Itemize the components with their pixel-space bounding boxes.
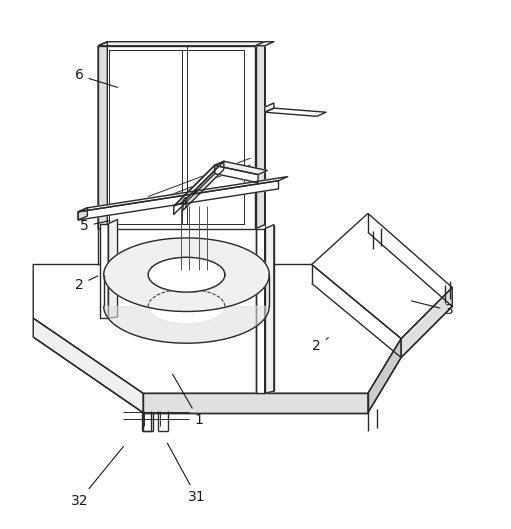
Polygon shape (215, 161, 267, 175)
Text: 32: 32 (71, 446, 124, 508)
Polygon shape (108, 220, 118, 318)
Polygon shape (98, 46, 256, 229)
Polygon shape (256, 42, 274, 46)
Polygon shape (78, 181, 278, 220)
Polygon shape (174, 166, 215, 214)
Polygon shape (148, 257, 225, 292)
Text: 5: 5 (80, 219, 110, 233)
Polygon shape (265, 108, 326, 116)
Polygon shape (100, 224, 108, 318)
Polygon shape (33, 264, 401, 393)
Polygon shape (98, 42, 107, 229)
Polygon shape (78, 208, 87, 220)
Polygon shape (256, 229, 265, 393)
Polygon shape (265, 225, 274, 393)
Polygon shape (104, 238, 269, 312)
Text: 2: 2 (312, 338, 329, 353)
Polygon shape (33, 318, 143, 413)
Polygon shape (312, 213, 452, 339)
Polygon shape (215, 166, 258, 183)
Text: 4: 4 (179, 190, 197, 210)
Polygon shape (256, 42, 265, 229)
Polygon shape (174, 161, 224, 206)
Polygon shape (265, 103, 274, 112)
Text: 6: 6 (75, 68, 118, 87)
Text: 31: 31 (168, 443, 205, 504)
Polygon shape (98, 42, 265, 46)
Polygon shape (368, 339, 401, 413)
Polygon shape (143, 393, 368, 413)
Text: 2: 2 (75, 276, 98, 292)
Text: 1: 1 (173, 374, 204, 427)
Polygon shape (183, 161, 224, 211)
Polygon shape (78, 177, 288, 212)
Polygon shape (104, 306, 269, 343)
Polygon shape (401, 287, 452, 358)
Text: 3: 3 (411, 301, 454, 317)
